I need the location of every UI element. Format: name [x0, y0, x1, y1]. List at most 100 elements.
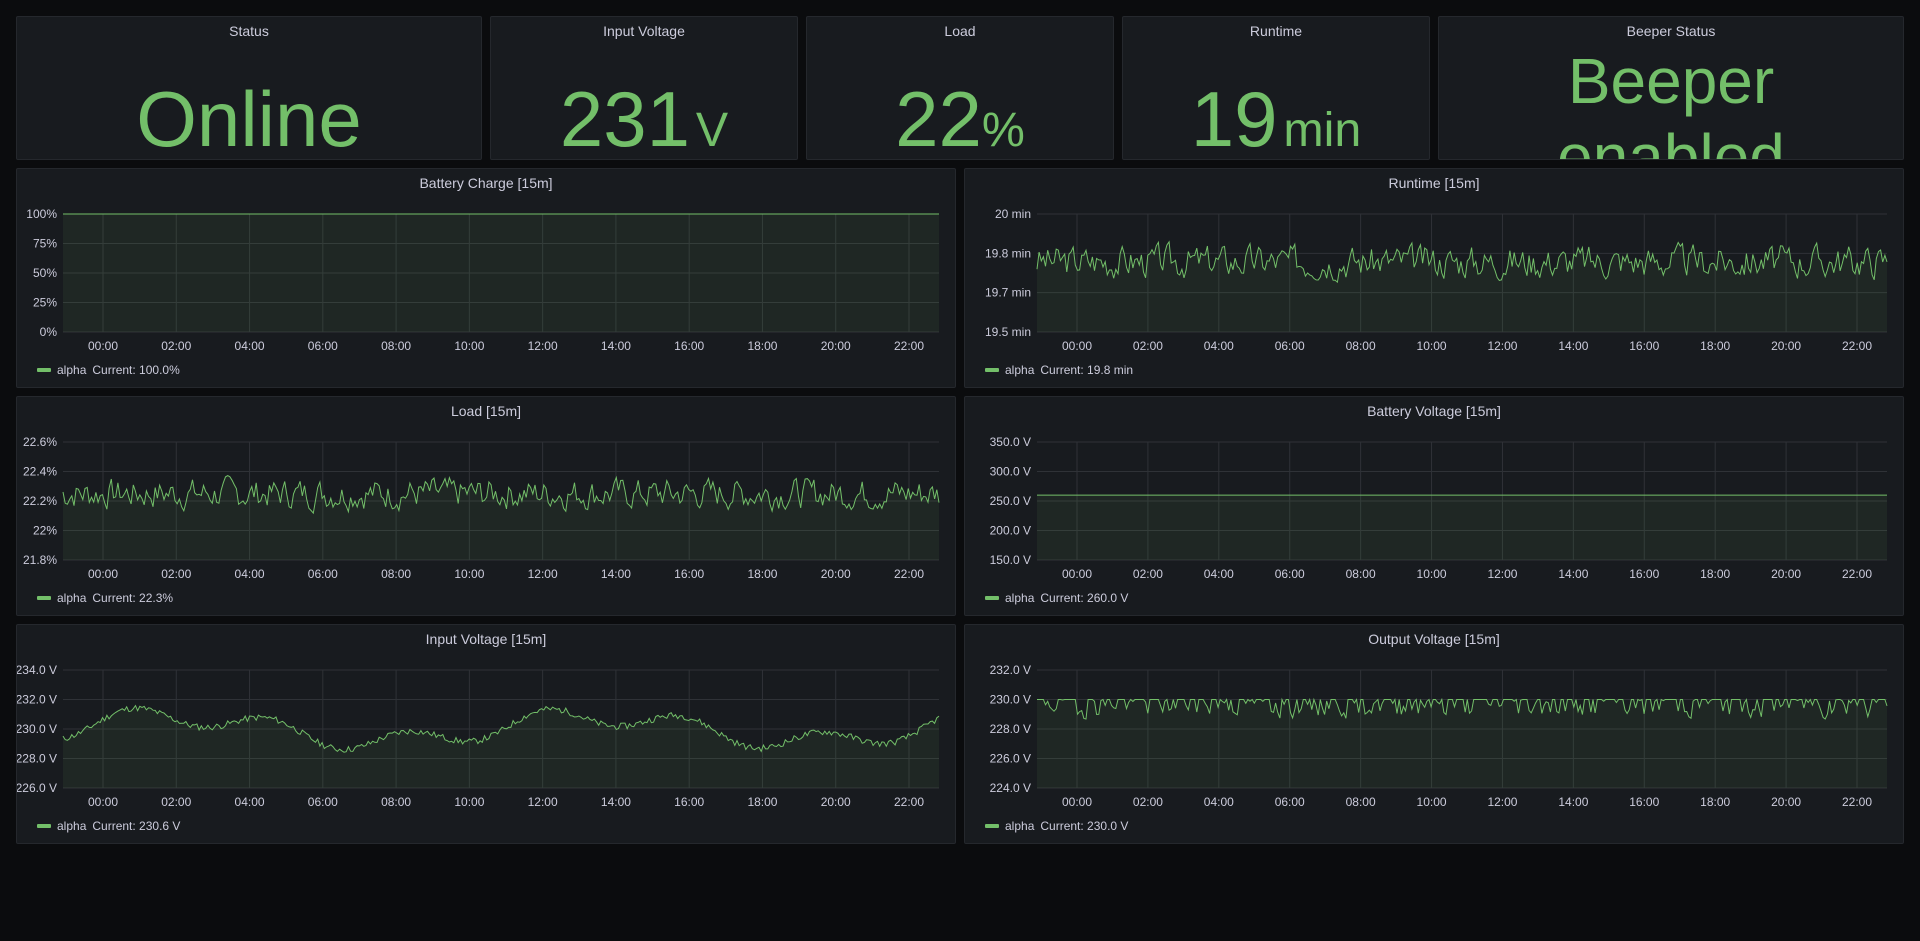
legend-series-name: alpha: [1005, 819, 1035, 833]
stat-number: 231: [559, 75, 691, 160]
legend-series-name: alpha: [57, 819, 87, 833]
y-tick-label: 22.6%: [23, 435, 57, 449]
series-area: [1037, 699, 1887, 788]
panel-title: Status: [229, 23, 269, 39]
y-tick-label: 25%: [33, 296, 57, 310]
graph-panel-load[interactable]: Load [15m] 22.6% 22.4% 22.2% 22% 21.8% 00:00 0…: [16, 396, 956, 616]
x-tick-label: 18:00: [1700, 795, 1730, 809]
x-tick-label: 08:00: [1346, 795, 1376, 809]
x-tick-label: 22:00: [894, 339, 924, 353]
legend-current: Current: 260.0 V: [1040, 591, 1129, 605]
x-tick-label: 08:00: [1346, 339, 1376, 353]
series-area: [1037, 241, 1887, 332]
x-tick-label: 06:00: [1275, 795, 1305, 809]
x-tick-label: 00:00: [88, 567, 118, 581]
legend[interactable]: alpha Current: 260.0 V: [985, 591, 1128, 605]
x-tick-label: 02:00: [1133, 567, 1163, 581]
panel-title: Beeper Status: [1626, 23, 1716, 39]
x-tick-label: 02:00: [161, 795, 191, 809]
x-tick-label: 16:00: [674, 567, 704, 581]
stat-panel-status[interactable]: Status Online: [16, 16, 482, 160]
x-tick-label: 14:00: [601, 795, 631, 809]
legend[interactable]: alpha Current: 230.6 V: [37, 819, 180, 833]
x-tick-label: 04:00: [235, 339, 265, 353]
graph-panel-battery-voltage[interactable]: Battery Voltage [15m] 350.0 V 300.0 V 250.…: [964, 396, 1904, 616]
y-tick-label: 20 min: [995, 207, 1031, 221]
graph-panel-battery-charge[interactable]: Battery Charge [15m] 100% 75% 50% 25% 0% 00:0…: [16, 168, 956, 388]
y-tick-label: 234.0 V: [17, 663, 57, 677]
x-tick-label: 08:00: [381, 339, 411, 353]
series-line: [62, 704, 940, 753]
stat-value: 22%: [807, 69, 1113, 160]
y-tick-label: 230.0 V: [990, 693, 1031, 707]
x-tick-label: 00:00: [88, 795, 118, 809]
legend-current: Current: 22.3%: [92, 591, 174, 605]
x-tick-label: 22:00: [894, 567, 924, 581]
x-tick-label: 20:00: [1771, 339, 1801, 353]
chart-area[interactable]: 100% 75% 50% 25% 0% 00:00 02:00 04:00 06:00 08:00…: [17, 169, 956, 388]
stat-unit: %: [981, 103, 1025, 157]
stat-value: Online: [17, 69, 481, 160]
y-tick-label: 0%: [40, 325, 58, 339]
series-area: [1037, 495, 1887, 560]
y-tick-label: 200.0 V: [990, 524, 1031, 538]
chart-area[interactable]: 22.6% 22.4% 22.2% 22% 21.8% 00:00 02:00 04:00 06…: [17, 397, 956, 616]
x-tick-label: 16:00: [674, 795, 704, 809]
stat-number: Online: [136, 75, 362, 160]
stat-number: 19: [1190, 75, 1278, 160]
legend[interactable]: alpha Current: 22.3%: [37, 591, 173, 605]
x-tick-label: 02:00: [1133, 339, 1163, 353]
y-tick-label: 350.0 V: [990, 435, 1031, 449]
y-tick-label: 228.0 V: [990, 722, 1031, 736]
panel-title: Battery Voltage [15m]: [1367, 403, 1501, 419]
x-tick-label: 10:00: [1417, 795, 1447, 809]
stat-panel-runtime[interactable]: Runtime 19 min: [1122, 16, 1430, 160]
x-tick-label: 08:00: [381, 795, 411, 809]
legend-swatch: [37, 368, 51, 372]
x-tick-label: 18:00: [747, 795, 777, 809]
graph-panel-runtime[interactable]: Runtime [15m] 20 min 19.8 min 19.7 min 19.5…: [964, 168, 1904, 388]
graph-panel-output-voltage[interactable]: Output Voltage [15m] 232.0 V 230.0 V 228.0…: [964, 624, 1904, 844]
x-tick-label: 18:00: [1700, 339, 1730, 353]
graph-panel-input-voltage[interactable]: Input Voltage [15m] 234.0 V 232.0 V 230.0 …: [16, 624, 956, 844]
x-tick-label: 14:00: [601, 339, 631, 353]
legend[interactable]: alpha Current: 19.8 min: [985, 363, 1133, 377]
chart-area[interactable]: 20 min 19.8 min 19.7 min 19.5 min 00:00 02:00…: [965, 169, 1904, 388]
chart-area[interactable]: 232.0 V 230.0 V 228.0 V 226.0 V 224.0 V 00:00…: [965, 625, 1904, 844]
panel-title: Load: [944, 23, 976, 39]
legend[interactable]: alpha Current: 100.0%: [37, 363, 180, 377]
stat-panel-load[interactable]: Load 22%: [806, 16, 1114, 160]
x-tick-label: 04:00: [235, 795, 265, 809]
chart-area[interactable]: 234.0 V 232.0 V 230.0 V 228.0 V 226.0 V 00:00…: [17, 625, 956, 844]
y-tick-label: 50%: [33, 266, 57, 280]
x-tick-label: 16:00: [1629, 795, 1659, 809]
y-tick-label: 22.4%: [23, 465, 57, 479]
legend-swatch: [37, 824, 51, 828]
x-tick-label: 14:00: [1558, 339, 1588, 353]
y-tick-label: 22%: [33, 524, 57, 538]
y-tick-label: 230.0 V: [17, 722, 57, 736]
x-tick-label: 10:00: [454, 339, 484, 353]
x-tick-label: 22:00: [1842, 795, 1872, 809]
chart-area[interactable]: 350.0 V 300.0 V 250.0 V 200.0 V 150.0 V 00:00…: [965, 397, 1904, 616]
series-line: [1036, 240, 1888, 284]
series-area: [63, 214, 939, 332]
x-tick-label: 22:00: [1842, 567, 1872, 581]
x-tick-label: 18:00: [747, 567, 777, 581]
x-tick-label: 06:00: [308, 795, 338, 809]
legend-series-name: alpha: [1005, 591, 1035, 605]
stat-panel-input-voltage[interactable]: Input Voltage 231 V: [490, 16, 798, 160]
stat-unit: V: [695, 103, 729, 157]
x-tick-label: 06:00: [308, 339, 338, 353]
x-tick-label: 00:00: [1062, 795, 1092, 809]
legend-current: Current: 19.8 min: [1040, 363, 1134, 377]
stat-panel-beeper-status[interactable]: Beeper Status Beeper enabled: [1438, 16, 1904, 160]
x-tick-label: 14:00: [1558, 795, 1588, 809]
legend[interactable]: alpha Current: 230.0 V: [985, 819, 1128, 833]
x-tick-label: 20:00: [821, 339, 851, 353]
y-tick-label: 226.0 V: [990, 752, 1031, 766]
y-tick-label: 224.0 V: [990, 781, 1031, 795]
stat-number: 22: [895, 75, 982, 160]
panel-title: Runtime: [1249, 23, 1303, 39]
x-tick-label: 04:00: [1204, 795, 1234, 809]
